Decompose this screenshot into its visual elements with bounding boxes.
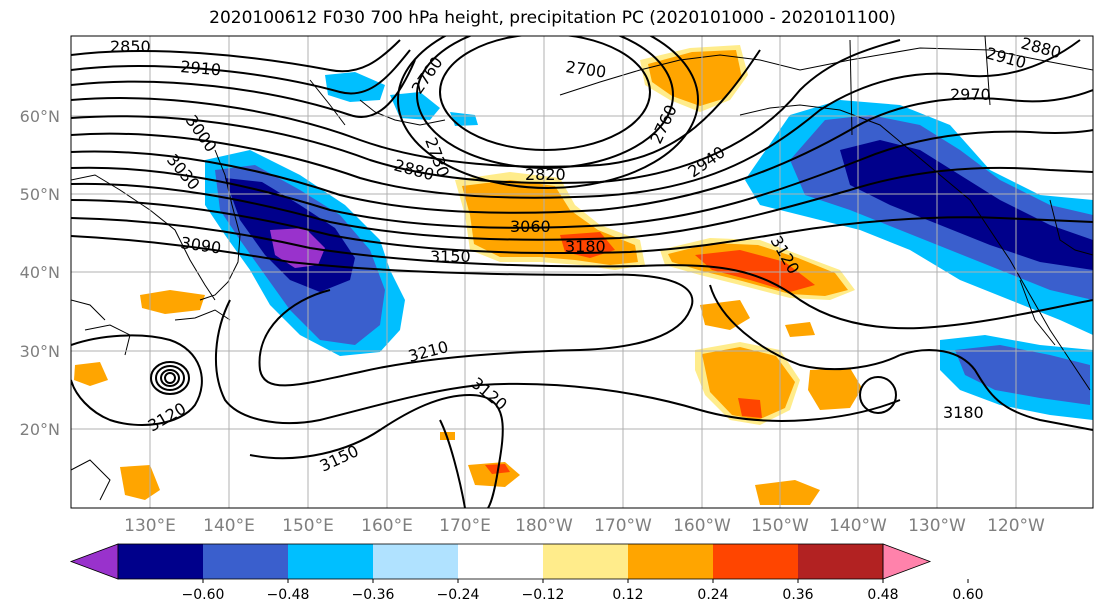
longitude-labels: 130°E 140°E 150°E 160°E 170°E 180°W 170°…	[124, 516, 1045, 536]
colorbar-tick-label: 0.60	[952, 587, 983, 601]
colorbar-segment	[798, 544, 883, 579]
lon-label: 180°W	[515, 516, 573, 536]
contour-label: 3180	[565, 237, 606, 256]
map-border	[70, 35, 1094, 509]
colorbar-segment	[543, 544, 628, 579]
colorbar-tick-label: 0.24	[697, 587, 728, 601]
colorbar-tick-label: 0.48	[867, 587, 898, 601]
colorbar-segment	[118, 544, 203, 579]
contour-label: 2820	[525, 165, 566, 184]
contour-label: 2970	[950, 85, 991, 104]
lat-label: 40°N	[20, 263, 60, 282]
colorbar-tick-label: −0.60	[182, 587, 225, 601]
colorbar-tick-label: −0.48	[267, 587, 310, 601]
colorbar-segment	[203, 544, 288, 579]
lon-label: 150°W	[751, 516, 809, 536]
colorbar-segment	[458, 544, 543, 579]
contour-label: 3150	[430, 247, 471, 266]
colorbar-tick-label: −0.12	[522, 587, 565, 601]
latitude-labels: 60°N 50°N 40°N 30°N 20°N	[20, 107, 60, 439]
colorbar-segment	[628, 544, 713, 579]
lon-label: 130°E	[124, 516, 176, 536]
colorbar-border	[117, 543, 884, 580]
height-contours	[71, 36, 1093, 508]
lon-label: 170°E	[439, 516, 491, 536]
precip-positive-areas	[74, 45, 862, 505]
lat-label: 30°N	[20, 342, 60, 361]
contour-label: 3180	[943, 403, 984, 422]
lat-label: 60°N	[20, 107, 60, 126]
lon-label: 150°E	[282, 516, 334, 536]
contour-label: 2910	[180, 57, 222, 79]
colorbar-extension-high	[882, 543, 932, 580]
lon-label: 140°W	[829, 516, 887, 536]
colorbar: −0.60 −0.48 −0.36 −0.24 −0.12 0.12 0.24 0.36 0.4…	[69, 543, 984, 601]
lon-label: 120°W	[987, 516, 1045, 536]
colorbar-tick-label: 0.36	[782, 587, 813, 601]
colorbar-extension-low	[69, 543, 119, 580]
contour-label: 3060	[510, 217, 551, 236]
colorbar-segment	[713, 544, 798, 579]
lat-label: 20°N	[20, 420, 60, 439]
map-title: 2020100612 F030 700 hPa height, precipit…	[209, 8, 896, 28]
colorbar-tick-label: −0.36	[352, 587, 395, 601]
lon-label: 160°W	[673, 516, 731, 536]
lon-label: 160°E	[361, 516, 413, 536]
colorbar-segment	[288, 544, 373, 579]
lon-label: 170°W	[594, 516, 652, 536]
lon-label: 140°E	[203, 516, 255, 536]
contour-label: 2850	[110, 37, 151, 56]
lon-label: 130°W	[908, 516, 966, 536]
colorbar-tick-label: 0.12	[612, 587, 643, 601]
colorbar-tick-label: −0.24	[437, 587, 480, 601]
colorbar-segment	[373, 544, 458, 579]
lat-label: 50°N	[20, 185, 60, 204]
